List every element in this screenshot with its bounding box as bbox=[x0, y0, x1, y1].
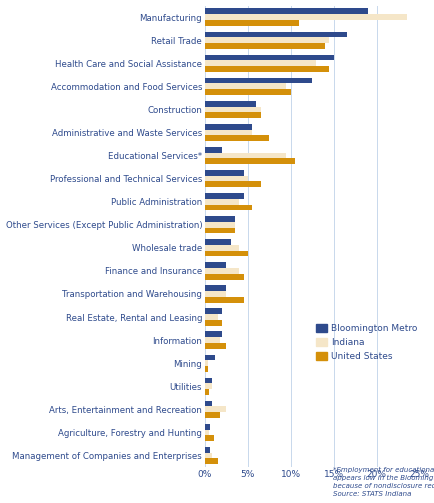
Bar bbox=[204, 447, 210, 453]
Bar bbox=[204, 250, 247, 257]
Bar bbox=[204, 430, 209, 435]
Bar bbox=[204, 147, 222, 152]
Bar bbox=[204, 389, 209, 395]
Bar bbox=[204, 112, 260, 118]
Bar bbox=[204, 43, 324, 49]
Bar bbox=[204, 274, 243, 280]
Bar bbox=[204, 55, 333, 60]
Bar bbox=[204, 337, 220, 343]
Bar bbox=[204, 101, 256, 107]
Bar bbox=[204, 331, 222, 337]
Bar bbox=[204, 77, 312, 83]
Bar bbox=[204, 37, 329, 43]
Bar bbox=[204, 176, 247, 182]
Bar bbox=[204, 32, 346, 37]
Bar bbox=[204, 291, 226, 297]
Bar bbox=[204, 9, 367, 14]
Bar bbox=[204, 89, 290, 95]
Bar bbox=[204, 14, 406, 20]
Bar bbox=[204, 216, 234, 222]
Bar bbox=[204, 424, 210, 430]
Legend: Bloomington Metro, Indiana, United States: Bloomington Metro, Indiana, United State… bbox=[316, 323, 416, 361]
Bar bbox=[204, 158, 294, 164]
Bar bbox=[204, 170, 243, 176]
Bar bbox=[204, 360, 208, 366]
Bar bbox=[204, 453, 211, 458]
Bar bbox=[204, 401, 211, 406]
Bar bbox=[204, 268, 239, 274]
Bar bbox=[204, 245, 239, 250]
Bar bbox=[204, 239, 230, 245]
Bar bbox=[204, 199, 239, 205]
Bar bbox=[204, 308, 222, 314]
Bar bbox=[204, 378, 211, 383]
Bar bbox=[204, 228, 234, 233]
Bar bbox=[204, 297, 243, 303]
Bar bbox=[204, 60, 316, 66]
Bar bbox=[204, 205, 252, 210]
Text: *Employment for educational services
appears low in the Bloomington metro
becaus: *Employment for educational services app… bbox=[332, 467, 434, 497]
Bar bbox=[204, 435, 213, 441]
Bar bbox=[204, 320, 222, 326]
Bar bbox=[204, 66, 329, 72]
Bar bbox=[204, 366, 208, 372]
Bar bbox=[204, 107, 260, 112]
Bar bbox=[204, 285, 226, 291]
Bar bbox=[204, 152, 286, 158]
Bar bbox=[204, 406, 226, 412]
Bar bbox=[204, 124, 252, 130]
Bar bbox=[204, 193, 243, 199]
Bar bbox=[204, 314, 217, 320]
Bar bbox=[204, 355, 215, 360]
Bar bbox=[204, 20, 299, 26]
Bar bbox=[204, 135, 269, 141]
Bar bbox=[204, 83, 286, 89]
Bar bbox=[204, 458, 217, 464]
Bar bbox=[204, 130, 252, 135]
Bar bbox=[204, 343, 226, 349]
Bar bbox=[204, 412, 220, 418]
Bar bbox=[204, 222, 234, 228]
Bar bbox=[204, 383, 211, 389]
Bar bbox=[204, 262, 226, 268]
Bar bbox=[204, 182, 260, 187]
